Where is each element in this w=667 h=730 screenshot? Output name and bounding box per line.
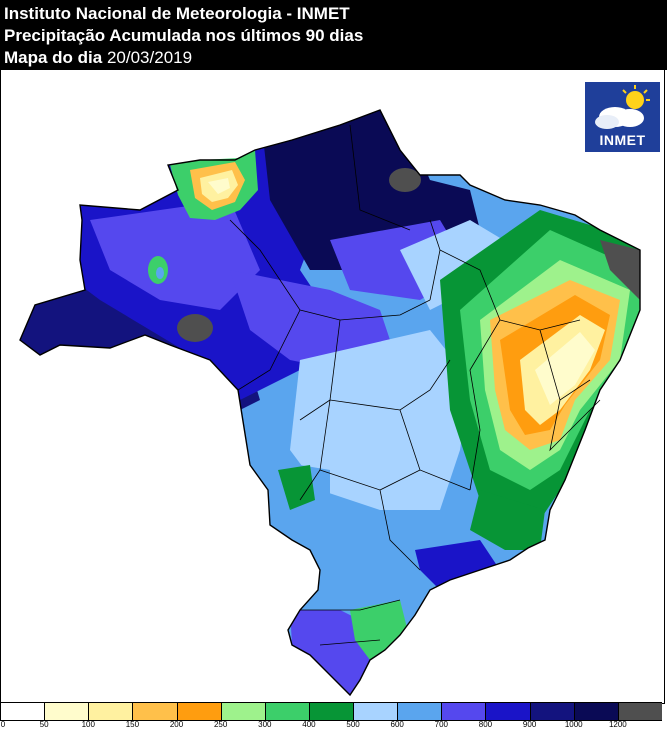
legend-tick-label: 200 (169, 720, 184, 729)
roraima-peak (170, 150, 258, 220)
legend-tick-label: 0 (0, 720, 6, 729)
legend-tick-label: 900 (522, 720, 537, 729)
legend-color-bar (0, 702, 662, 721)
cloud-sun-icon (595, 85, 650, 129)
legend-tick-label: 150 (125, 720, 140, 729)
inmet-logo: INMET (585, 82, 660, 152)
institute-title: Instituto Nacional de Meteorologia - INM… (4, 4, 350, 23)
logo-text: INMET (599, 132, 646, 148)
legend-tick-label: 700 (434, 720, 449, 729)
precipitation-shading (20, 110, 640, 695)
brazil-outline (19, 109, 641, 697)
legend-tick-label: 100 (81, 720, 95, 729)
map-title: Precipitação Acumulada nos últimos 90 di… (4, 26, 364, 45)
legend-swatch (617, 703, 662, 720)
legend-swatch (220, 703, 265, 720)
legend-swatch (397, 703, 442, 720)
legend-swatch (44, 703, 89, 720)
legend-swatch (529, 703, 574, 720)
legend-swatch (132, 703, 177, 720)
legend-swatch (441, 703, 486, 720)
legend-tick-label: 600 (390, 720, 404, 729)
legend-swatch (353, 703, 398, 720)
map-header: Instituto Nacional de Meteorologia - INM… (0, 0, 667, 70)
legend-tick-label: 1000 (564, 720, 583, 729)
legend-swatch (88, 703, 133, 720)
legend-tick-label: 800 (478, 720, 493, 729)
state-borders (229, 124, 601, 646)
legend-tick-label: 250 (213, 720, 228, 729)
legend-tick-label: 50 (39, 720, 49, 729)
legend-tick-label: 500 (346, 720, 360, 729)
legend-swatch (308, 703, 353, 720)
legend-swatch (0, 703, 45, 720)
legend-swatch (485, 703, 530, 720)
legend-tick-label: 300 (258, 720, 272, 729)
precipitation-legend: 0 50 100 150 200 250 300 400 500 600 700 800 900 1000… (0, 702, 667, 730)
legend-swatch (573, 703, 618, 720)
legend-tick-label: 400 (302, 720, 316, 729)
legend-swatch (176, 703, 221, 720)
precipitation-map (19, 109, 641, 697)
map-date-line: Mapa do dia 20/03/2019 (4, 48, 192, 68)
date-prefix: Mapa do dia (4, 48, 103, 67)
legend-tick-label: 1200 (608, 720, 627, 729)
map-date: 20/03/2019 (106, 48, 193, 67)
legend-swatch (264, 703, 309, 720)
